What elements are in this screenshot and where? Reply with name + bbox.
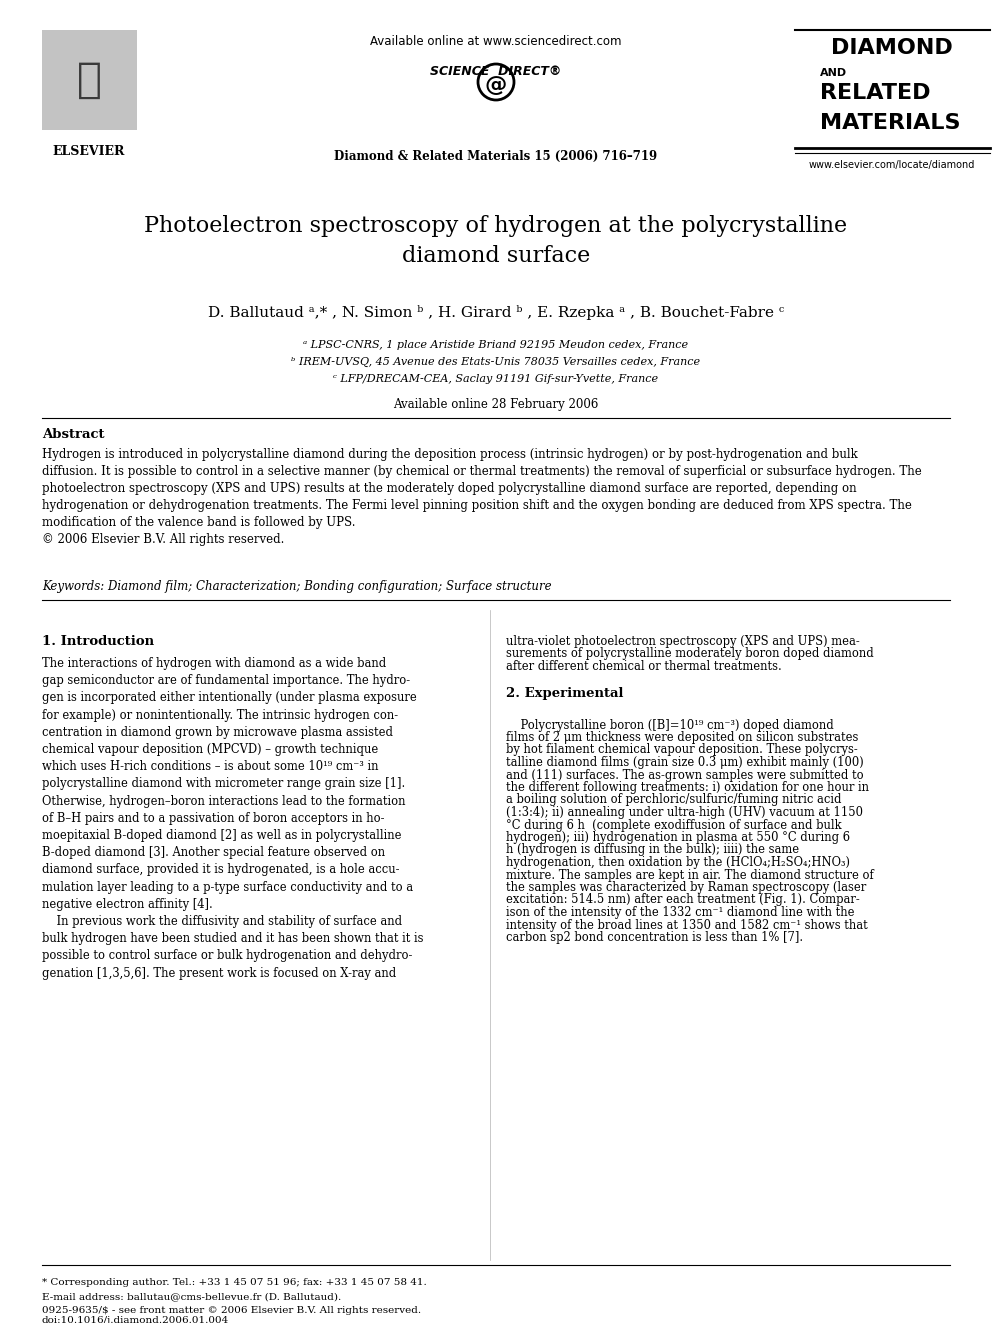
Text: 🌳: 🌳 xyxy=(77,60,102,101)
Text: intensity of the broad lines at 1350 and 1582 cm⁻¹ shows that: intensity of the broad lines at 1350 and… xyxy=(506,918,868,931)
Bar xyxy=(42,30,137,130)
Text: Available online at www.sciencedirect.com: Available online at www.sciencedirect.co… xyxy=(370,34,622,48)
Text: MATERIALS: MATERIALS xyxy=(820,112,960,134)
Text: Polycrystalline boron ([B]=10¹⁹ cm⁻³) doped diamond: Polycrystalline boron ([B]=10¹⁹ cm⁻³) do… xyxy=(506,718,833,732)
Text: by hot filament chemical vapour deposition. These polycrys-: by hot filament chemical vapour depositi… xyxy=(506,744,858,757)
Text: doi:10.1016/j.diamond.2006.01.004: doi:10.1016/j.diamond.2006.01.004 xyxy=(42,1316,229,1323)
Text: talline diamond films (grain size 0.3 μm) exhibit mainly (100): talline diamond films (grain size 0.3 μm… xyxy=(506,755,864,769)
Text: hydrogen); iii) hydrogenation in plasma at 550 °C during 6: hydrogen); iii) hydrogenation in plasma … xyxy=(506,831,850,844)
Text: 2. Experimental: 2. Experimental xyxy=(506,687,624,700)
Text: surements of polycrystalline moderately boron doped diamond: surements of polycrystalline moderately … xyxy=(506,647,874,660)
Text: ELSEVIER: ELSEVIER xyxy=(53,146,125,157)
Text: 0925-9635/$ - see front matter © 2006 Elsevier B.V. All rights reserved.: 0925-9635/$ - see front matter © 2006 El… xyxy=(42,1306,422,1315)
Text: ᶜ LFP/DRECAM-CEA, Saclay 91191 Gif-sur-Yvette, France: ᶜ LFP/DRECAM-CEA, Saclay 91191 Gif-sur-Y… xyxy=(333,374,659,384)
Text: mixture. The samples are kept in air. The diamond structure of: mixture. The samples are kept in air. Th… xyxy=(506,868,874,881)
Text: °C during 6 h  (complete exodiffusion of surface and bulk: °C during 6 h (complete exodiffusion of … xyxy=(506,819,841,831)
Text: D. Ballutaud ᵃ,* , N. Simon ᵇ , H. Girard ᵇ , E. Rzepka ᵃ , B. Bouchet-Fabre ᶜ: D. Ballutaud ᵃ,* , N. Simon ᵇ , H. Girar… xyxy=(208,306,784,320)
Text: (1:3:4); ii) annealing under ultra-high (UHV) vacuum at 1150: (1:3:4); ii) annealing under ultra-high … xyxy=(506,806,863,819)
Text: @: @ xyxy=(485,75,507,95)
Text: a boiling solution of perchloric/sulfuric/fuming nitric acid: a boiling solution of perchloric/sulfuri… xyxy=(506,794,841,807)
Text: Hydrogen is introduced in polycrystalline diamond during the deposition process : Hydrogen is introduced in polycrystallin… xyxy=(42,448,922,546)
Text: excitation: 514.5 nm) after each treatment (Fig. 1). Compar-: excitation: 514.5 nm) after each treatme… xyxy=(506,893,860,906)
Text: Diamond & Related Materials 15 (2006) 716–719: Diamond & Related Materials 15 (2006) 71… xyxy=(334,149,658,163)
Text: The interactions of hydrogen with diamond as a wide band
gap semiconductor are o: The interactions of hydrogen with diamon… xyxy=(42,658,424,979)
Text: hydrogenation, then oxidation by the (HClO₄;H₂SO₄;HNO₃): hydrogenation, then oxidation by the (HC… xyxy=(506,856,850,869)
Text: ᵃ LPSC-CNRS, 1 place Aristide Briand 92195 Meudon cedex, France: ᵃ LPSC-CNRS, 1 place Aristide Briand 921… xyxy=(304,340,688,351)
Text: carbon sp2 bond concentration is less than 1% [7].: carbon sp2 bond concentration is less th… xyxy=(506,931,804,945)
Text: AND: AND xyxy=(820,67,847,78)
Text: Abstract: Abstract xyxy=(42,429,104,441)
Text: Photoelectron spectroscopy of hydrogen at the polycrystalline
diamond surface: Photoelectron spectroscopy of hydrogen a… xyxy=(145,216,847,267)
Text: 1. Introduction: 1. Introduction xyxy=(42,635,154,648)
Text: * Corresponding author. Tel.: +33 1 45 07 51 96; fax: +33 1 45 07 58 41.: * Corresponding author. Tel.: +33 1 45 0… xyxy=(42,1278,427,1287)
Text: Available online 28 February 2006: Available online 28 February 2006 xyxy=(393,398,599,411)
Text: DIAMOND: DIAMOND xyxy=(831,38,953,58)
Text: Keywords: Diamond film; Characterization; Bonding configuration; Surface structu: Keywords: Diamond film; Characterization… xyxy=(42,579,552,593)
Text: E-mail address: ballutau@cms-bellevue.fr (D. Ballutaud).: E-mail address: ballutau@cms-bellevue.fr… xyxy=(42,1293,341,1301)
Text: the samples was characterized by Raman spectroscopy (laser: the samples was characterized by Raman s… xyxy=(506,881,866,894)
Text: h (hydrogen is diffusing in the bulk); iiii) the same: h (hydrogen is diffusing in the bulk); i… xyxy=(506,844,800,856)
Text: ᵇ IREM-UVSQ, 45 Avenue des Etats-Unis 78035 Versailles cedex, France: ᵇ IREM-UVSQ, 45 Avenue des Etats-Unis 78… xyxy=(292,357,700,366)
Text: ultra-violet photoelectron spectroscopy (XPS and UPS) mea-: ultra-violet photoelectron spectroscopy … xyxy=(506,635,860,648)
Text: films of 2 μm thickness were deposited on silicon substrates: films of 2 μm thickness were deposited o… xyxy=(506,732,858,744)
Text: www.elsevier.com/locate/diamond: www.elsevier.com/locate/diamond xyxy=(808,160,975,169)
Text: the different following treatments: i) oxidation for one hour in: the different following treatments: i) o… xyxy=(506,781,869,794)
Text: RELATED: RELATED xyxy=(820,83,930,103)
Text: ison of the intensity of the 1332 cm⁻¹ diamond line with the: ison of the intensity of the 1332 cm⁻¹ d… xyxy=(506,906,854,919)
Text: after different chemical or thermal treatments.: after different chemical or thermal trea… xyxy=(506,660,782,673)
Text: and (111) surfaces. The as-grown samples were submitted to: and (111) surfaces. The as-grown samples… xyxy=(506,769,864,782)
Text: SCIENCE  DIRECT®: SCIENCE DIRECT® xyxy=(431,65,561,78)
